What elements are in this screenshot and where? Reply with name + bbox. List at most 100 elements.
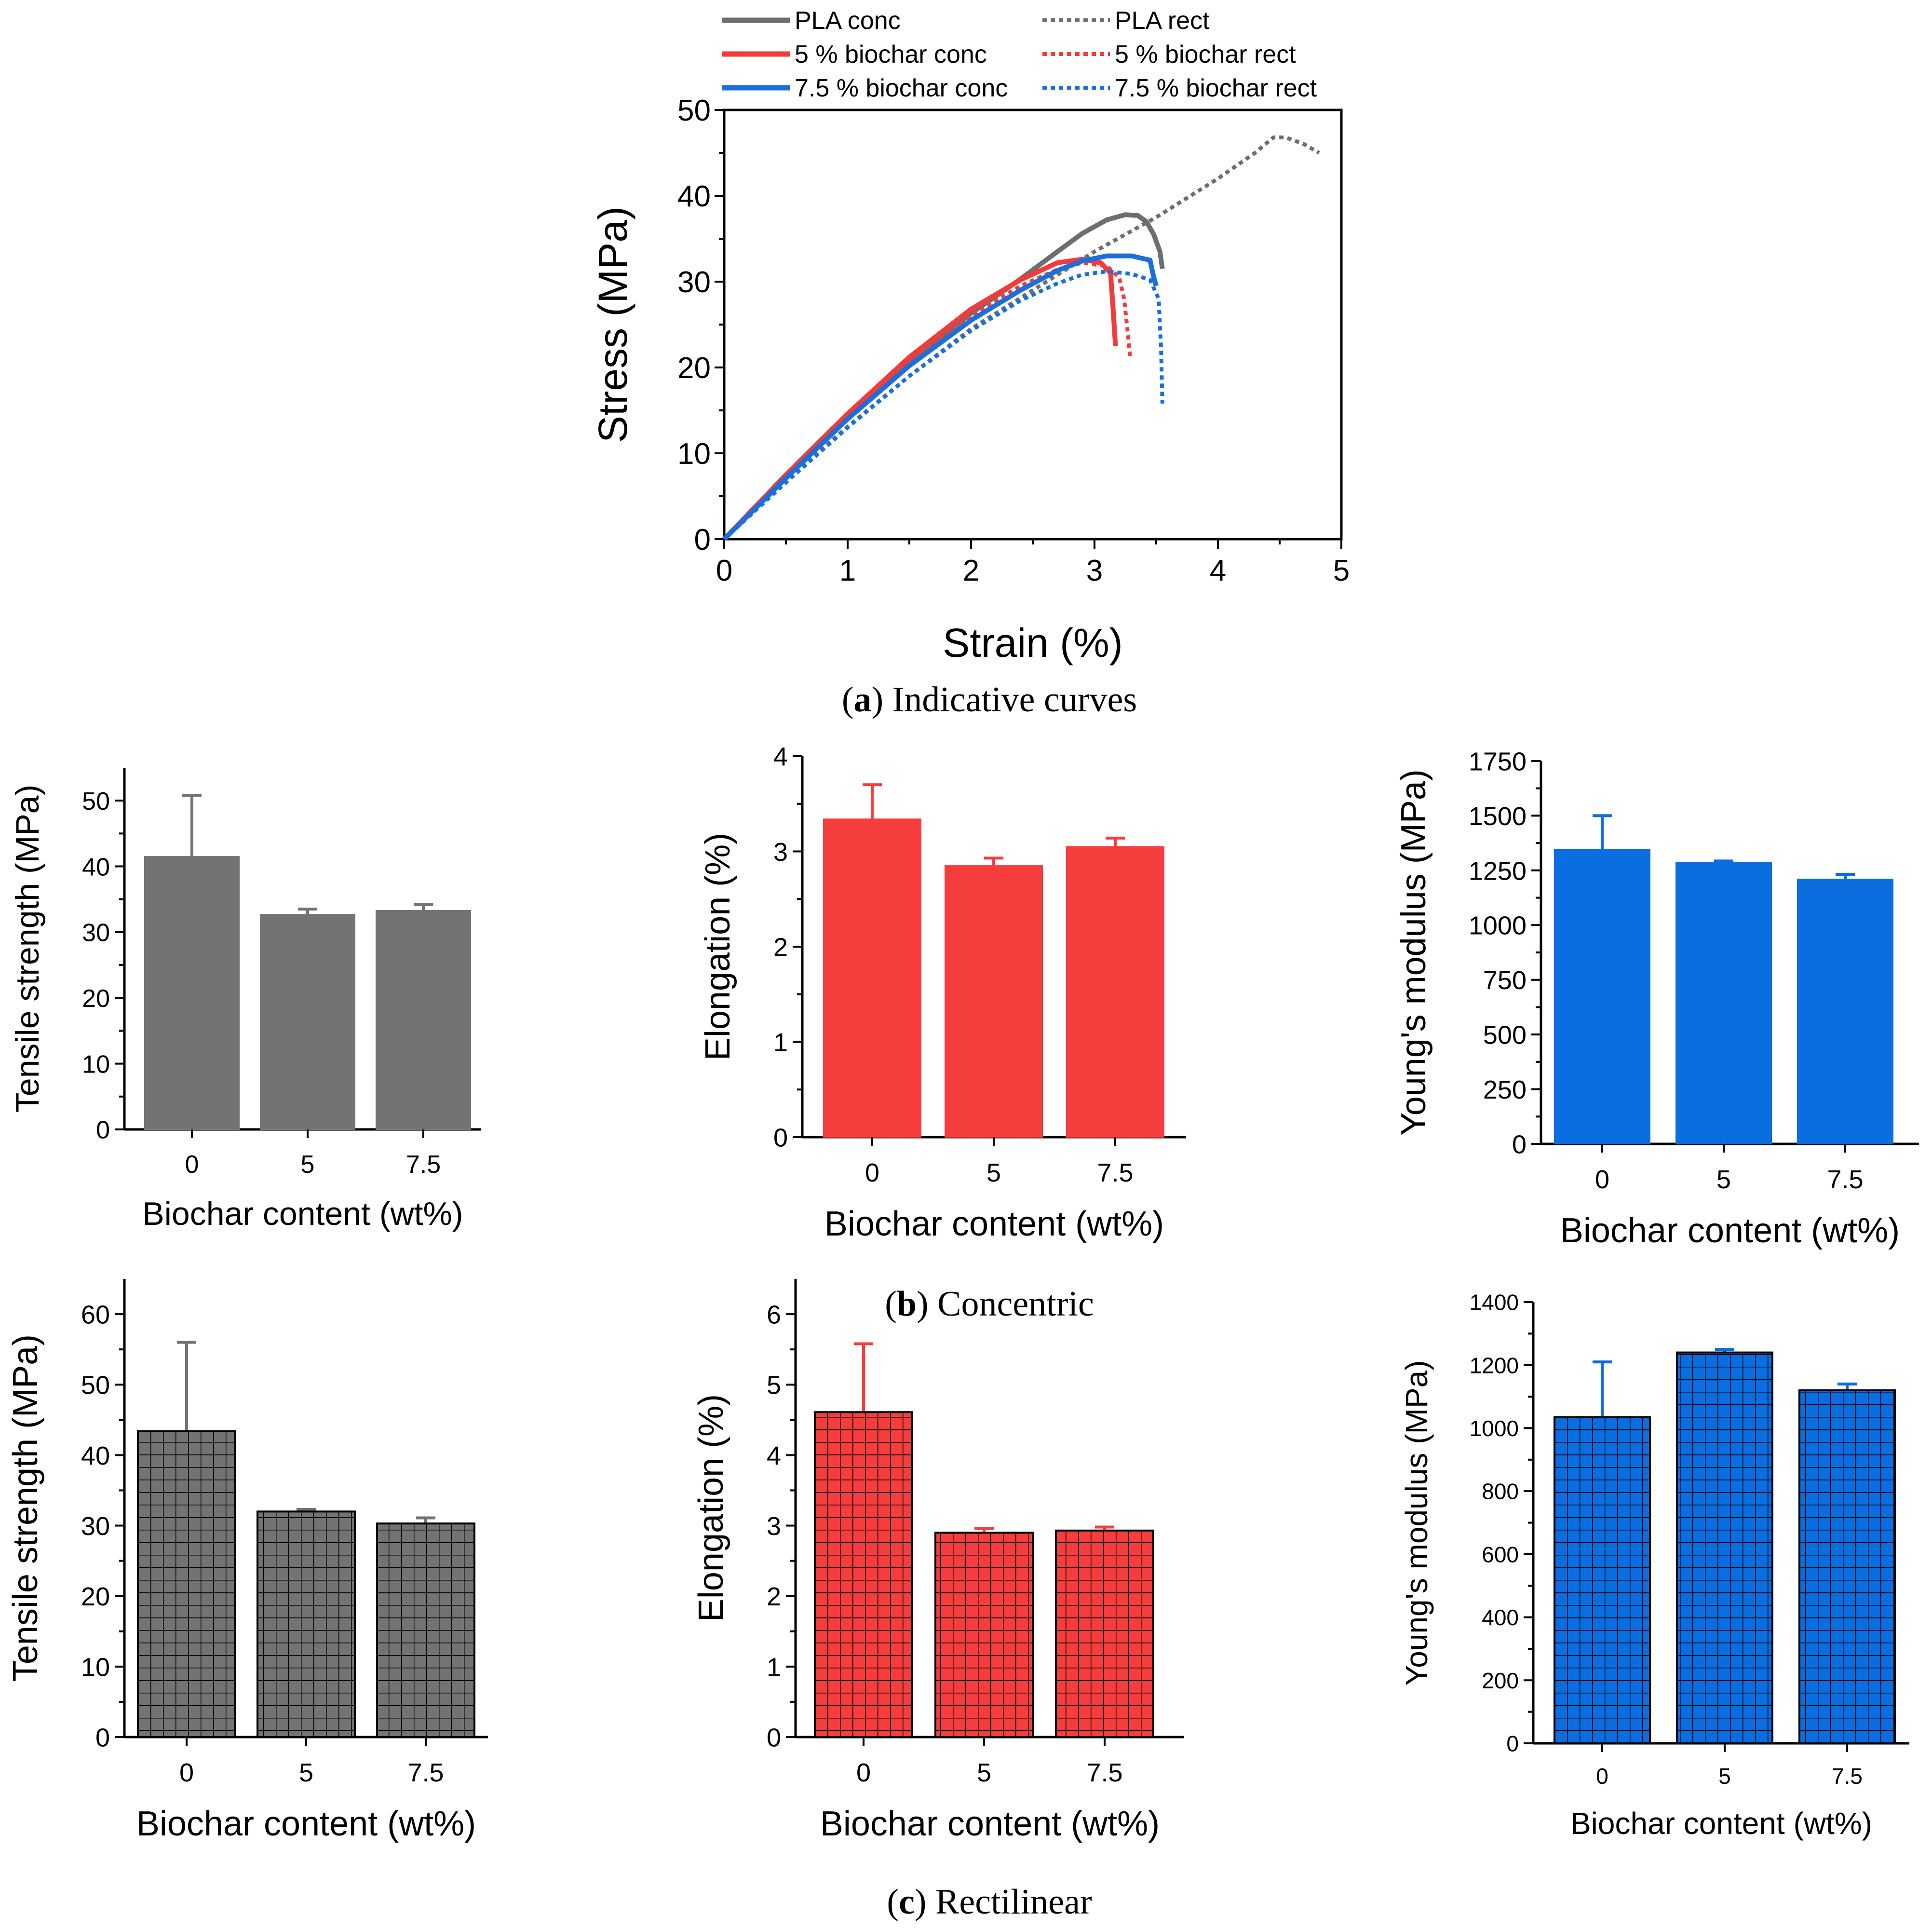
x-axis-label: Strain (%) (943, 620, 1122, 666)
legend-label: PLA conc (795, 7, 901, 35)
c3-y-tick-label: 1400 (1470, 1290, 1519, 1315)
series-line-pla-rect (723, 136, 1320, 541)
x-tick-label: 2 (963, 554, 979, 587)
c1-y-tick-label: 10 (81, 1653, 110, 1682)
c2-x-axis-label: Biochar content (wt%) (820, 1805, 1160, 1843)
b3-y-tick-label: 750 (1483, 966, 1527, 995)
b2-bar (945, 865, 1043, 1138)
x-tick-label: 0 (716, 554, 732, 587)
c1-y-tick-label: 50 (81, 1371, 110, 1400)
b2-y-tick-label: 4 (773, 742, 788, 771)
y-tick-label: 40 (677, 180, 711, 213)
b1-bar (260, 914, 355, 1130)
b2-bar (1066, 846, 1164, 1138)
b1-x-axis-label: Biochar content (wt%) (142, 1195, 463, 1232)
b1-y-tick-label: 10 (82, 1050, 110, 1078)
c2-y-tick-label: 2 (767, 1582, 781, 1611)
y-tick-label: 50 (677, 94, 711, 127)
b3-bar (1675, 862, 1772, 1144)
c3-y-tick-label: 200 (1482, 1668, 1519, 1693)
y-tick-label: 10 (677, 437, 711, 471)
c2-y-axis-label: Elongation (%) (692, 1394, 730, 1622)
c2-bar-pattern (1055, 1529, 1154, 1739)
b2-bar (823, 818, 921, 1138)
rectilinear-elongation-chart: 0 1 2 3 4 5 6 0 5 7.5 Biochar content (wt%) Elongat… (692, 1279, 1184, 1843)
series-line-7-5-biochar-conc (722, 253, 1159, 541)
plot-frame (723, 109, 1343, 541)
concentric-tensile-strength-chart: 0 10 20 30 40 50 0 5 7.5 Biochar content (wt%) Ten… (9, 768, 481, 1232)
c1-x-tick-label: 0 (179, 1758, 194, 1787)
c1-y-axis-label: Tensile strength (MPa) (6, 1334, 45, 1682)
b2-y-tick-label: 2 (773, 933, 788, 962)
y-tick-label: 30 (677, 266, 711, 299)
c3-x-tick-label: 5 (1718, 1764, 1731, 1789)
caption-b: (b) Concentric (885, 1284, 1094, 1324)
c2-bar-pattern (934, 1532, 1034, 1738)
b2-y-tick-label: 0 (773, 1123, 788, 1152)
series-line-5-biochar-rect (723, 260, 1133, 541)
series-line-5-biochar-conc (722, 257, 1118, 541)
c1-x-tick-label: 5 (299, 1758, 313, 1787)
b3-bar (1554, 849, 1650, 1144)
b2-x-tick-label: 0 (865, 1158, 879, 1187)
series-line-7-5-biochar-rect (723, 269, 1164, 541)
c1-y-tick-label: 60 (81, 1301, 110, 1330)
b1-x-tick-label: 0 (185, 1151, 199, 1179)
c1-y-tick-label: 30 (81, 1512, 110, 1541)
b3-x-tick-label: 0 (1595, 1165, 1609, 1194)
rectilinear-youngs-modulus-chart: 0 200 400 600 800 1000 1200 1400 0 5 7.5 Biochar co… (1399, 1290, 1909, 1841)
b1-y-tick-label: 0 (96, 1116, 110, 1144)
c2-x-tick-label: 0 (856, 1758, 871, 1787)
c1-x-tick-label: 7.5 (407, 1758, 444, 1787)
x-tick-label: 5 (1333, 554, 1350, 587)
c2-y-tick-label: 4 (767, 1441, 781, 1470)
c2-y-tick-label: 1 (767, 1653, 781, 1682)
c1-y-tick-label: 20 (81, 1582, 110, 1611)
b1-y-tick-label: 50 (82, 788, 110, 815)
c3-bar-pattern (1554, 1416, 1651, 1744)
c2-y-tick-label: 6 (767, 1301, 781, 1330)
c3-x-axis-label: Biochar content (wt%) (1570, 1806, 1872, 1841)
b3-y-tick-label: 1750 (1469, 747, 1527, 776)
c3-y-axis-label: Young's modulus (MPa) (1399, 1360, 1434, 1685)
b2-y-axis-label: Elongation (%) (699, 833, 737, 1060)
c1-y-tick-label: 40 (81, 1441, 110, 1470)
concentric-elongation-chart: 0 1 2 3 4 0 5 7.5 Biochar content (wt%) Elongatio… (699, 742, 1186, 1243)
c3-bar-pattern (1676, 1351, 1773, 1745)
b1-bar (144, 856, 240, 1130)
b2-x-axis-label: Biochar content (wt%) (824, 1205, 1164, 1243)
b1-x-tick-label: 7.5 (406, 1151, 441, 1179)
b2-x-tick-label: 5 (986, 1158, 1001, 1187)
y-tick-label: 0 (694, 523, 711, 557)
concentric-youngs-modulus-chart: 0 250 500 750 1000 1250 1500 1750 0 5 7.5 Biochar c… (1394, 747, 1919, 1250)
legend-label: 5 % biochar rect (1115, 41, 1296, 68)
c1-bar-pattern (137, 1430, 236, 1739)
y-axis-label: Stress (MPa) (590, 206, 635, 443)
x-tick-label: 4 (1210, 554, 1226, 587)
b2-y-tick-label: 1 (773, 1028, 788, 1057)
b3-y-tick-label: 250 (1483, 1075, 1527, 1104)
y-tick-label: 20 (677, 352, 711, 385)
b1-y-tick-label: 40 (82, 853, 110, 881)
b1-bar (376, 910, 471, 1130)
b3-x-tick-label: 7.5 (1827, 1165, 1863, 1194)
b3-y-tick-label: 1250 (1469, 856, 1527, 885)
c1-y-tick-label: 0 (95, 1723, 110, 1752)
b1-y-axis-label: Tensile strength (MPa) (9, 785, 46, 1113)
rectilinear-tensile-strength-chart: 0 10 20 30 40 50 60 0 5 7.5 Biochar content (wt%) T… (6, 1279, 488, 1843)
legend-label: 7.5 % biochar rect (1115, 74, 1317, 102)
b3-y-tick-label: 1000 (1469, 911, 1527, 940)
b1-y-tick-label: 30 (82, 919, 110, 947)
b2-x-tick-label: 7.5 (1097, 1158, 1133, 1187)
c3-y-tick-label: 1000 (1470, 1416, 1519, 1441)
legend-label: 7.5 % biochar conc (795, 74, 1008, 102)
c2-y-tick-label: 3 (767, 1512, 781, 1541)
legend-label: PLA rect (1115, 7, 1210, 35)
c3-y-tick-label: 1200 (1470, 1353, 1519, 1378)
b2-y-tick-label: 3 (773, 838, 788, 867)
b3-bar (1797, 879, 1893, 1144)
b3-x-axis-label: Biochar content (wt%) (1560, 1211, 1900, 1250)
c1-bar-pattern (376, 1522, 475, 1738)
